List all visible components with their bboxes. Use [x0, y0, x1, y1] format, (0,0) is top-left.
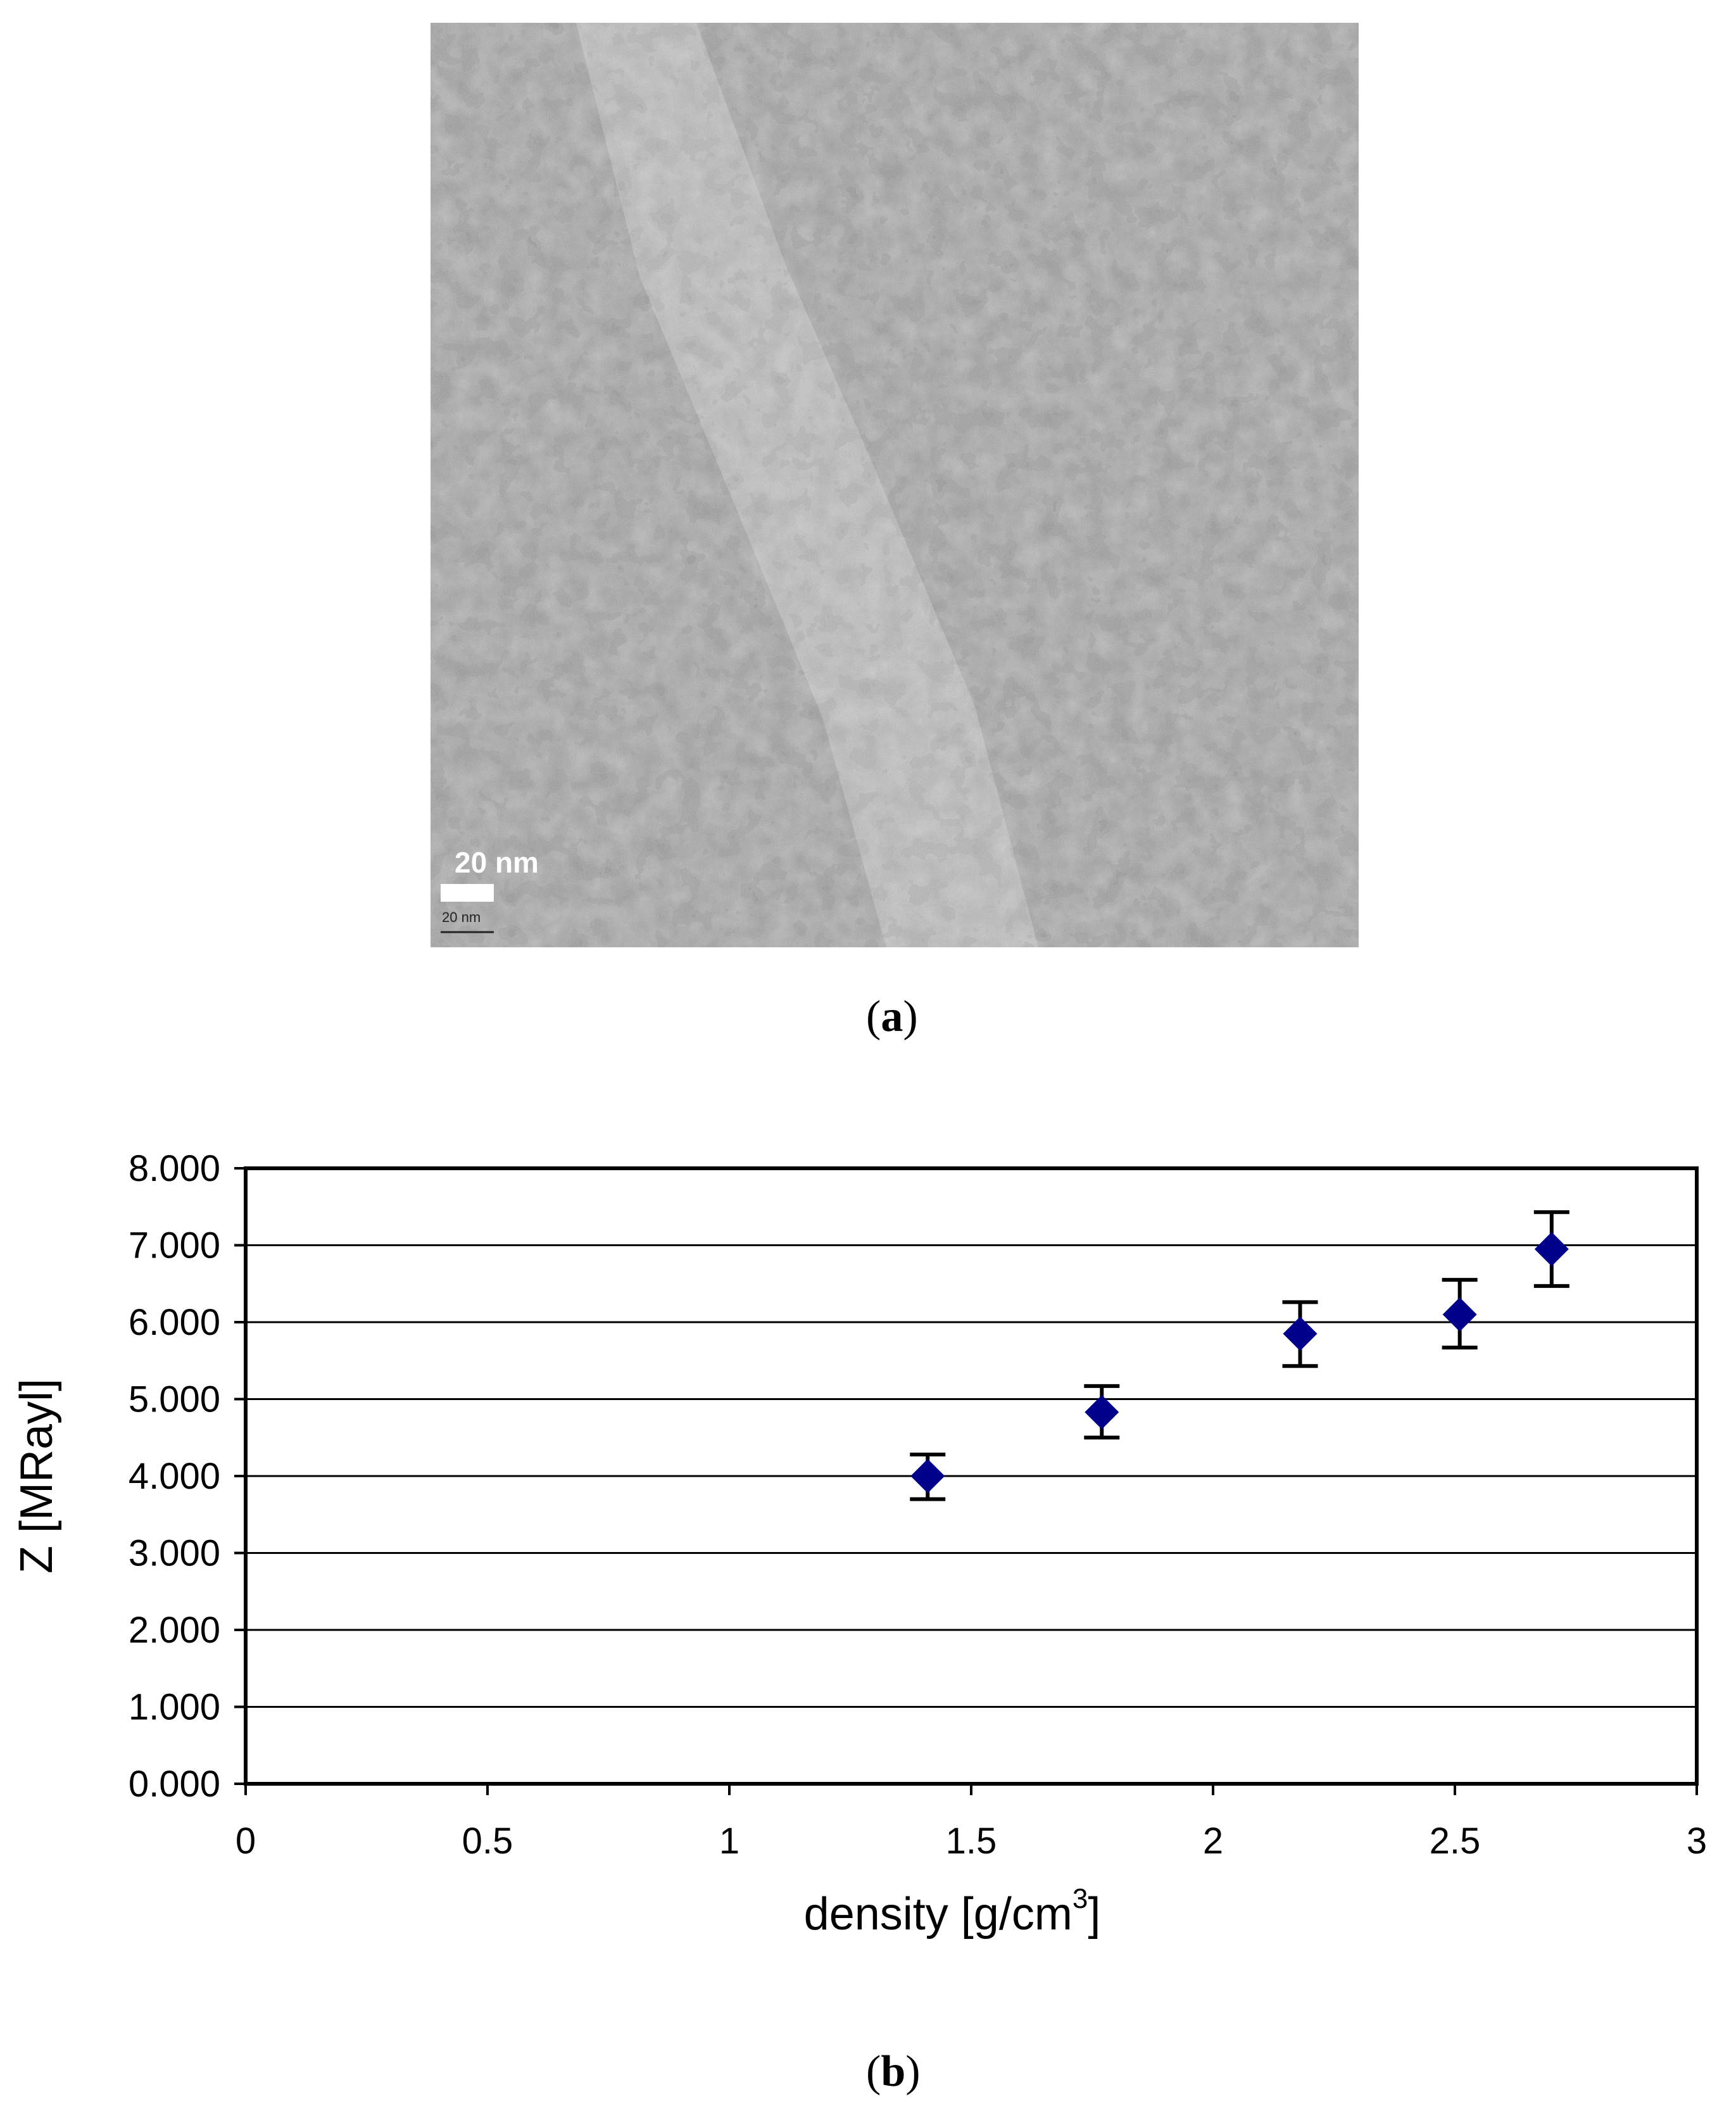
data-point: [910, 1452, 946, 1501]
impedance-density-chart: 0.000 1.000 2.000 3.000 4.000 5.000 6.000 7.000…: [11, 1148, 1707, 1940]
x-tick-label: 2.5: [1430, 1821, 1481, 1862]
diamond-marker: [1283, 1316, 1318, 1351]
diamond-marker: [1534, 1232, 1569, 1266]
y-tick-label: 3.000: [129, 1533, 220, 1574]
data-point: [1282, 1300, 1318, 1368]
y-tick-label: 8.000: [129, 1148, 220, 1189]
caption-b: (b): [866, 2047, 921, 2096]
diamond-marker: [910, 1459, 945, 1493]
data-points: [910, 1210, 1569, 1501]
plot-area-frame: [244, 1166, 1699, 1786]
tem-micrograph: 20 nm 20 nm: [431, 23, 1359, 947]
data-point: [1442, 1278, 1478, 1350]
y-axis-title: Z [MRayl]: [11, 1379, 62, 1574]
data-point: [1533, 1210, 1569, 1288]
x-tick-label: 0.5: [462, 1821, 513, 1862]
x-tick-label: 0: [236, 1821, 256, 1862]
scale-bar-label: 20 nm: [455, 846, 539, 879]
diamond-marker: [1442, 1297, 1477, 1332]
tem-image: 20 nm 20 nm: [431, 23, 1359, 947]
x-axis-title: density [g/cm3]: [804, 1883, 1101, 1940]
y-tick-label: 4.000: [129, 1456, 220, 1497]
y-tick-label: 0.000: [129, 1764, 220, 1805]
scale-bar: [441, 884, 494, 902]
diamond-marker: [1085, 1395, 1119, 1430]
y-tick-label: 5.000: [129, 1379, 220, 1420]
data-point: [1084, 1384, 1120, 1440]
gridlines: [246, 1167, 1697, 1785]
x-tick-label: 1.5: [946, 1821, 997, 1862]
x-axis-ticks: 0 0.5 1 1.5 2 2.5 3: [236, 1784, 1707, 1862]
x-tick-label: 1: [719, 1821, 739, 1862]
y-axis-ticks: 0.000 1.000 2.000 3.000 4.000 5.000 6.000 7.000…: [129, 1148, 246, 1805]
x-tick-label: 3: [1687, 1821, 1707, 1862]
y-tick-label: 6.000: [129, 1302, 220, 1343]
x-tick-label: 2: [1203, 1821, 1223, 1862]
y-tick-label: 1.000: [129, 1687, 220, 1728]
scale-bar-small-label: 20 nm: [442, 909, 481, 925]
y-tick-label: 2.000: [129, 1610, 220, 1651]
y-tick-label: 7.000: [129, 1225, 220, 1266]
caption-a: (a): [866, 992, 918, 1041]
